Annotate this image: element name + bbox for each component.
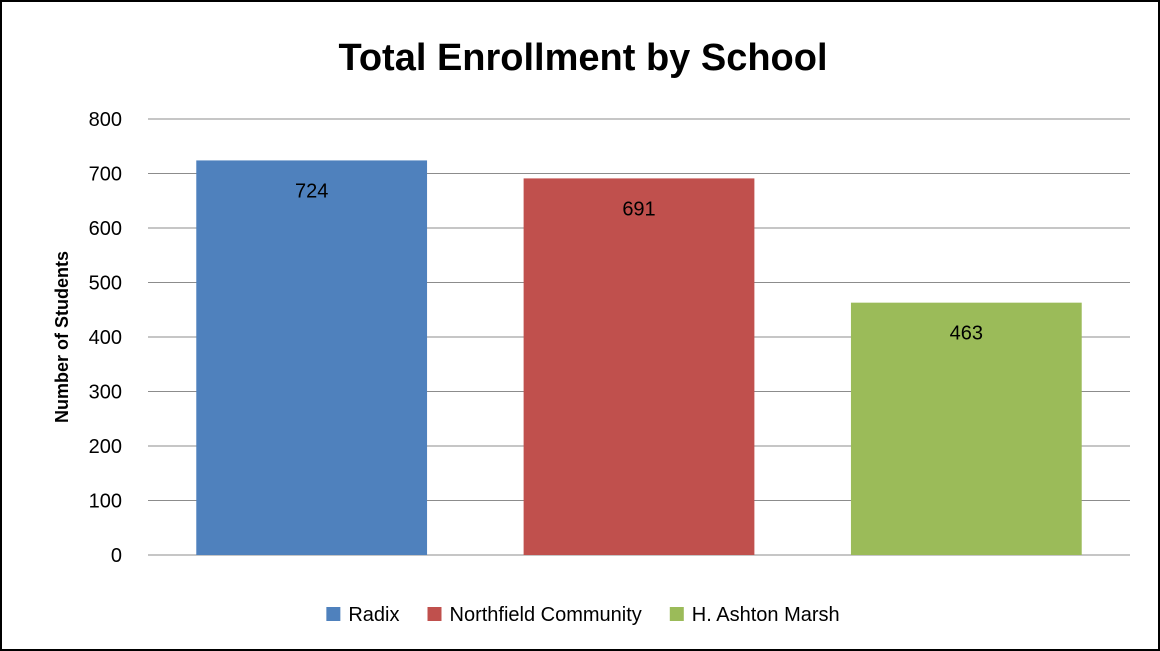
legend-swatch [669, 607, 684, 621]
chart-title: Total Enrollment by School [338, 37, 827, 79]
bars [196, 160, 1082, 556]
y-axis-label: Number of Students [52, 251, 72, 423]
data-label: 691 [622, 198, 655, 220]
y-tick-label: 300 [89, 382, 122, 404]
legend-swatch [427, 607, 442, 621]
bar [850, 302, 1082, 555]
bar [523, 178, 755, 555]
y-tick-label: 0 [111, 545, 122, 567]
y-tick-label: 100 [89, 491, 122, 513]
data-label: 463 [950, 323, 983, 345]
legend-label: Radix [348, 604, 399, 626]
bar [196, 160, 428, 556]
y-axis-ticks: 0 100 200 300 400 500 600 700 800 [89, 109, 122, 567]
legend-swatch [326, 607, 341, 621]
y-tick-label: 500 [89, 273, 122, 295]
legend-label: Northfield Community [450, 604, 642, 626]
y-tick-label: 400 [89, 327, 122, 349]
data-labels: 724 691 463 [295, 180, 983, 344]
y-tick-label: 600 [89, 218, 122, 240]
y-tick-label: 200 [89, 436, 122, 458]
legend: Radix Northfield Community H. Ashton Marsh [326, 604, 840, 626]
legend-label: H. Ashton Marsh [692, 604, 840, 626]
y-tick-label: 800 [89, 109, 122, 131]
y-tick-label: 700 [89, 164, 122, 186]
data-label: 724 [295, 180, 328, 202]
